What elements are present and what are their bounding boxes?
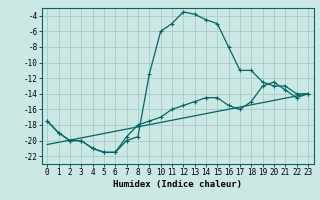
- X-axis label: Humidex (Indice chaleur): Humidex (Indice chaleur): [113, 180, 242, 189]
